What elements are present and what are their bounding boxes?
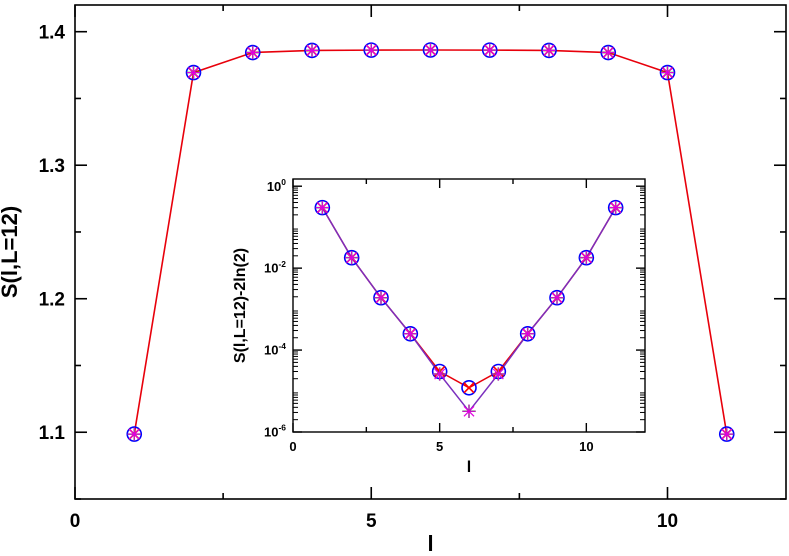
marker-circle: [659, 64, 676, 81]
y-tick-label: 10-2: [264, 259, 286, 276]
marker-circle: [314, 199, 331, 216]
data-point: [345, 251, 359, 265]
marker-circle: [373, 289, 389, 306]
marker-circle: [578, 249, 595, 266]
data-point: [579, 251, 593, 265]
marker-star: [345, 251, 359, 265]
marker-circle: [481, 42, 498, 58]
marker-star: [483, 43, 497, 57]
marker-star: [550, 291, 564, 305]
inset-chart: 0 5 10 10-6 10-4 10-2 100 l S(l,L=12)-2ln(2): [232, 177, 646, 476]
data-point: [550, 291, 564, 305]
y-axis-title: S(l,L=12): [0, 206, 22, 298]
data-point: [403, 327, 417, 341]
marker-star: [720, 427, 734, 441]
x-tick-label: 10: [657, 511, 678, 532]
marker-circle: [519, 325, 536, 342]
data-point: [462, 404, 476, 418]
marker-star: [364, 43, 378, 57]
marker-star: [601, 45, 615, 60]
data-point: [185, 64, 202, 81]
y-axis-title: S(l,L=12)-2ln(2): [232, 248, 249, 363]
marker-star: [246, 45, 260, 60]
marker-star: [521, 327, 535, 341]
marker-star: [579, 251, 593, 265]
data-point: [609, 200, 623, 215]
marker-circle: [718, 426, 735, 442]
data-point: [374, 291, 388, 305]
marker-circle: [402, 325, 419, 342]
marker-circle: [422, 42, 439, 58]
marker-circle: [600, 44, 617, 61]
data-point: [422, 42, 439, 58]
data-point: [659, 64, 676, 81]
data-point: [491, 367, 505, 381]
marker-star: [127, 427, 141, 441]
x-tick-label: 10: [579, 439, 593, 454]
data-point: [541, 42, 557, 59]
marker-star: [186, 65, 201, 80]
marker-cross: [463, 382, 475, 394]
x-tick-label: 0: [289, 439, 296, 454]
marker-star: [305, 43, 319, 58]
y-tick-label: 10-4: [264, 341, 286, 358]
data-point: [521, 327, 535, 341]
data-point: [461, 379, 477, 396]
marker-star: [374, 291, 388, 305]
y-tick-label: 1.1: [39, 423, 66, 444]
data-point: [315, 200, 329, 215]
y-tick-label: 10-6: [264, 423, 286, 440]
marker-circle: [363, 42, 380, 58]
marker-circle: [244, 44, 261, 61]
marker-circle: [461, 379, 477, 396]
y-tick-label: 1.2: [39, 289, 65, 310]
x-axis-title: l: [427, 531, 433, 556]
marker-circle: [304, 42, 320, 59]
data-point: [244, 44, 261, 61]
marker-star: [542, 43, 556, 58]
marker-star: [403, 327, 417, 341]
x-tick-label: 5: [366, 511, 377, 532]
marker-star: [491, 367, 505, 381]
y-tick-label: 100: [267, 177, 286, 194]
marker-star: [609, 200, 623, 215]
data-point: [481, 42, 498, 58]
marker-star: [423, 43, 438, 57]
y-tick-label: 1.4: [39, 22, 66, 43]
data-point: [363, 42, 380, 58]
marker-circle: [343, 249, 360, 266]
data-point: [718, 426, 735, 442]
y-tick-label: 1.3: [39, 156, 65, 177]
x-tick-label: 5: [436, 439, 443, 454]
data-point: [304, 42, 320, 59]
x-tick-label: 0: [70, 511, 81, 532]
marker-circle: [185, 64, 202, 81]
marker-circle: [126, 426, 143, 442]
x-axis-title: l: [467, 459, 471, 476]
marker-circle: [607, 199, 624, 216]
plot-frame: [292, 178, 646, 433]
marker-star: [462, 404, 476, 418]
marker-circle: [541, 42, 557, 59]
data-point: [600, 44, 617, 61]
marker-star: [315, 200, 329, 215]
data-point: [126, 426, 143, 442]
data-point: [433, 367, 447, 381]
marker-star: [660, 65, 675, 80]
marker-star: [433, 367, 447, 381]
marker-circle: [549, 289, 565, 306]
